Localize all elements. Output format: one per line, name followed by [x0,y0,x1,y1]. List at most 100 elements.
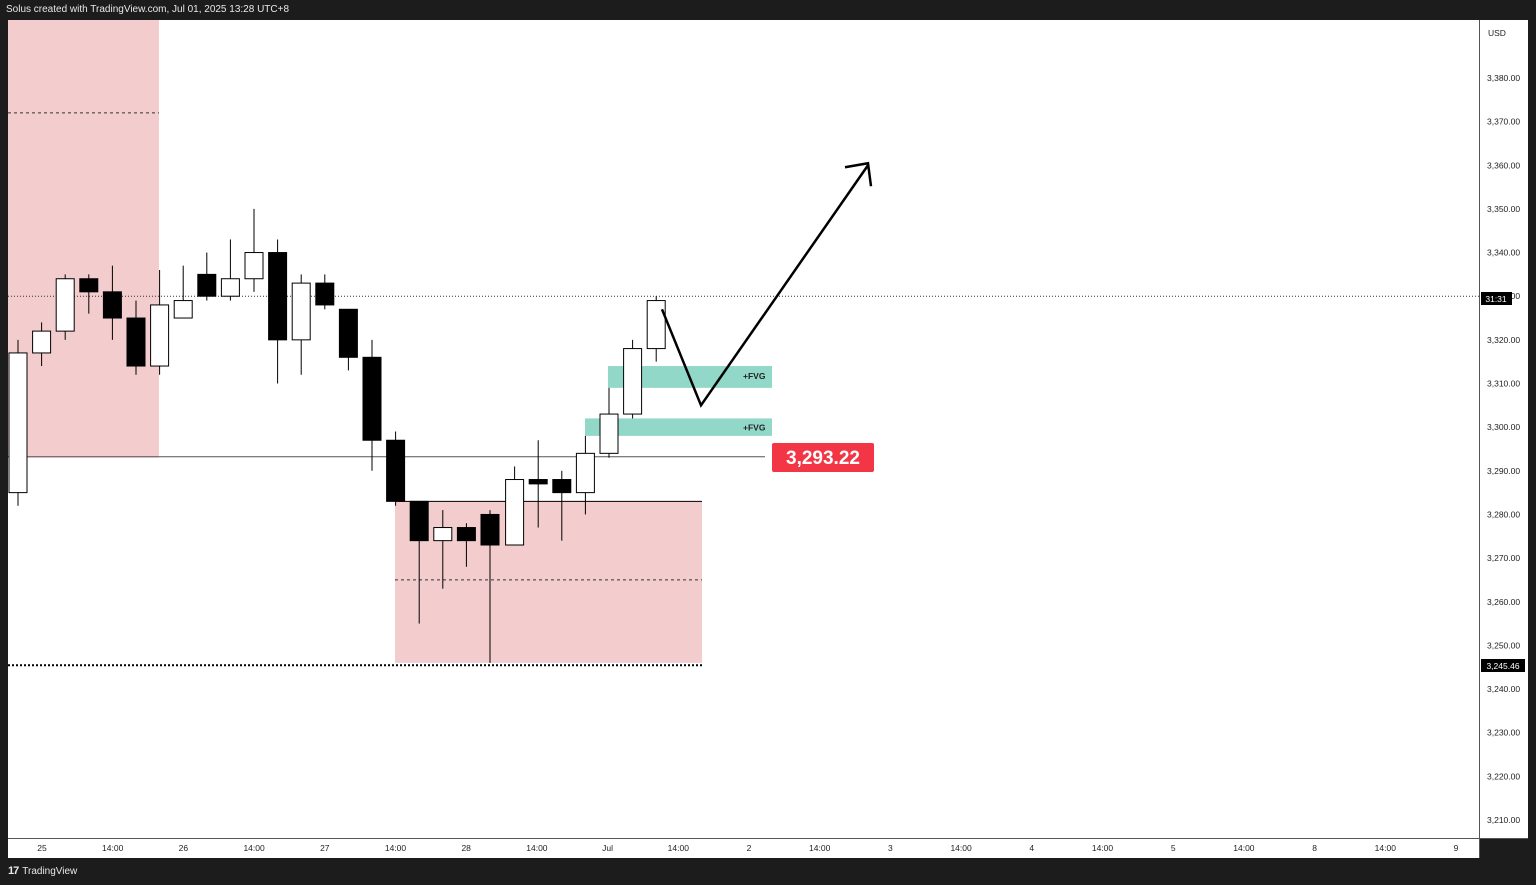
candle-body-up [244,252,264,280]
candle [220,239,240,301]
projection-path [660,164,870,408]
candle-body-up [575,452,595,494]
price-axis[interactable] [1480,20,1528,838]
level-badge-bg [772,443,874,472]
price-tick-label: 3,380.00 [1487,73,1520,83]
time-axis[interactable] [8,839,1479,858]
time-tick-label: 14:00 [1092,843,1114,853]
tradingview-brand[interactable]: 17 TradingView [8,865,77,877]
candle [409,500,429,624]
low-price-tag: 3,245.46 [1481,659,1525,672]
time-tick-label: 9 [1454,843,1459,853]
candle-body-down [456,527,476,542]
fvg-zone[interactable] [585,418,772,436]
time-tick-label: 5 [1171,843,1176,853]
candle-body-up [505,479,525,546]
candle [480,510,500,663]
price-tick-label: 3,300.00 [1487,422,1520,432]
price-tick-label: 3,230.00 [1487,728,1520,738]
level-badge-value: 3,293.22 [786,448,860,469]
price-tick-label: 3,210.00 [1487,815,1520,825]
price-tick-label: 3,220.00 [1487,771,1520,781]
time-tick-label: 14:00 [1233,843,1255,853]
fvg-label: +FVG [743,371,766,381]
price-tick-label: 3,310.00 [1487,379,1520,389]
time-tick-label: 14:00 [668,843,690,853]
candle-body-up [220,278,240,297]
time-tick-label: 4 [1029,843,1034,853]
candle [456,523,476,567]
candle-body-down [386,439,406,502]
candle-body-up [55,278,75,332]
candle-body-up [8,352,28,494]
countdown-bg [1481,292,1512,305]
candles-layer [8,208,666,663]
candle-body-down [268,252,288,341]
time-tick-label: 25 [37,843,47,853]
time-axis-labels: 25 14:00 26 14:00 27 14:00 28 14:00 Jul 14:00 2 14:… [37,843,1458,853]
time-tick-label: 28 [461,843,471,853]
time-tick-label: 14:00 [385,843,407,853]
candle [433,510,453,589]
countdown-label: 31:31 [1485,294,1507,304]
candle [150,270,170,375]
candle [244,208,264,292]
low-price-label: 3,245.46 [1486,661,1519,671]
price-tick-label: 3,250.00 [1487,640,1520,650]
candle-body-down [126,317,146,367]
brand-name: TradingView [22,865,78,877]
candle [599,387,619,458]
candle [646,296,666,362]
candle-body-up [150,304,170,367]
price-tick-label: 3,290.00 [1487,466,1520,476]
time-tick-label: 14:00 [243,843,265,853]
price-tick-label: 3,270.00 [1487,553,1520,563]
candle-body-down [480,513,500,546]
candle [268,239,288,384]
currency-label: USD [1488,28,1506,38]
candle [528,440,548,528]
candle [362,339,382,471]
chart-header: Solus created with TradingView.com, Jul … [0,0,1536,20]
candle-body-down [362,356,382,441]
candle-body-up [623,348,643,415]
price-tick-label: 3,320.00 [1487,335,1520,345]
candle-body-up [599,413,619,454]
time-tick-label: 8 [1312,843,1317,853]
candle [8,339,28,506]
time-tick-label: 14:00 [950,843,972,853]
candle-body-up [32,330,52,354]
candle-body-up [291,282,311,341]
time-tick-label: Jul [602,843,613,853]
candle [126,300,146,375]
candle [79,274,99,314]
price-tick-label: 3,370.00 [1487,117,1520,127]
candle [505,466,525,546]
candle [32,322,52,367]
candle-body-down [197,273,217,297]
level-badge[interactable]: 3,293.22 [772,443,874,472]
demand-zone [395,501,702,663]
candle-body-up [646,300,666,350]
candle-body-down [528,479,548,485]
candle-body-down [409,500,429,542]
candle [197,252,217,301]
candle-body-down [338,308,358,358]
tradingview-logo-icon: 17 [8,865,19,877]
price-tick-label: 3,260.00 [1487,597,1520,607]
candle-body-down [102,291,122,319]
chart-footer: 17 TradingView [0,858,1536,885]
time-tick-label: 14:00 [1375,843,1397,853]
time-tick-label: 14:00 [102,843,124,853]
candle [386,431,406,506]
fvg-layer: +FVG +FVG [585,366,772,436]
candle [55,274,75,340]
supply-zone [8,20,159,458]
candle [173,265,193,319]
zones-layer [8,20,702,663]
candle [552,470,572,541]
price-tick-label: 3,240.00 [1487,684,1520,694]
candle [338,308,358,371]
